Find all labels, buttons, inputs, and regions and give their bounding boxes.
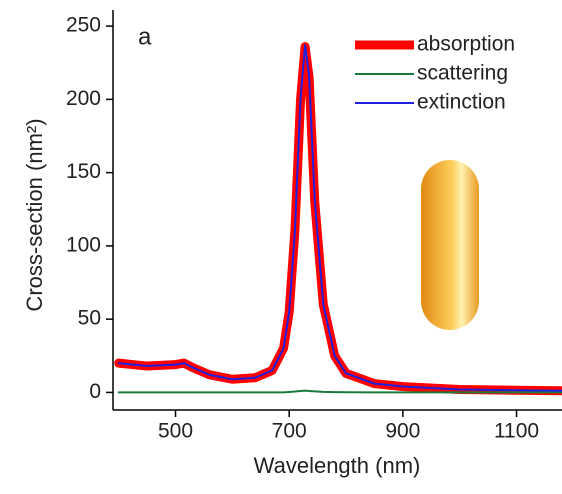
series-line [117,389,562,394]
series-line [117,44,562,392]
y-tick-label: 50 [78,307,101,330]
x-tick-label: 1100 [494,420,539,443]
y-axis-label: Cross-section (nm²) [22,118,47,311]
nanorod-illustration [421,160,479,330]
x-tick-label: 500 [158,420,193,443]
y-tick-label: 150 [66,160,101,183]
y-tick-label: 0 [89,380,101,403]
legend-label: absorption [417,33,515,56]
y-tick-label: 200 [66,87,101,110]
y-tick-label: 250 [66,14,101,37]
y-tick-label: 100 [66,233,101,256]
x-tick-label: 900 [385,420,420,443]
legend-label: scattering [417,62,508,85]
x-tick-label: 700 [272,420,307,443]
annotation: a [138,23,152,50]
legend-label: extinction [417,91,506,114]
x-axis-label: Wavelength (nm) [254,453,421,478]
